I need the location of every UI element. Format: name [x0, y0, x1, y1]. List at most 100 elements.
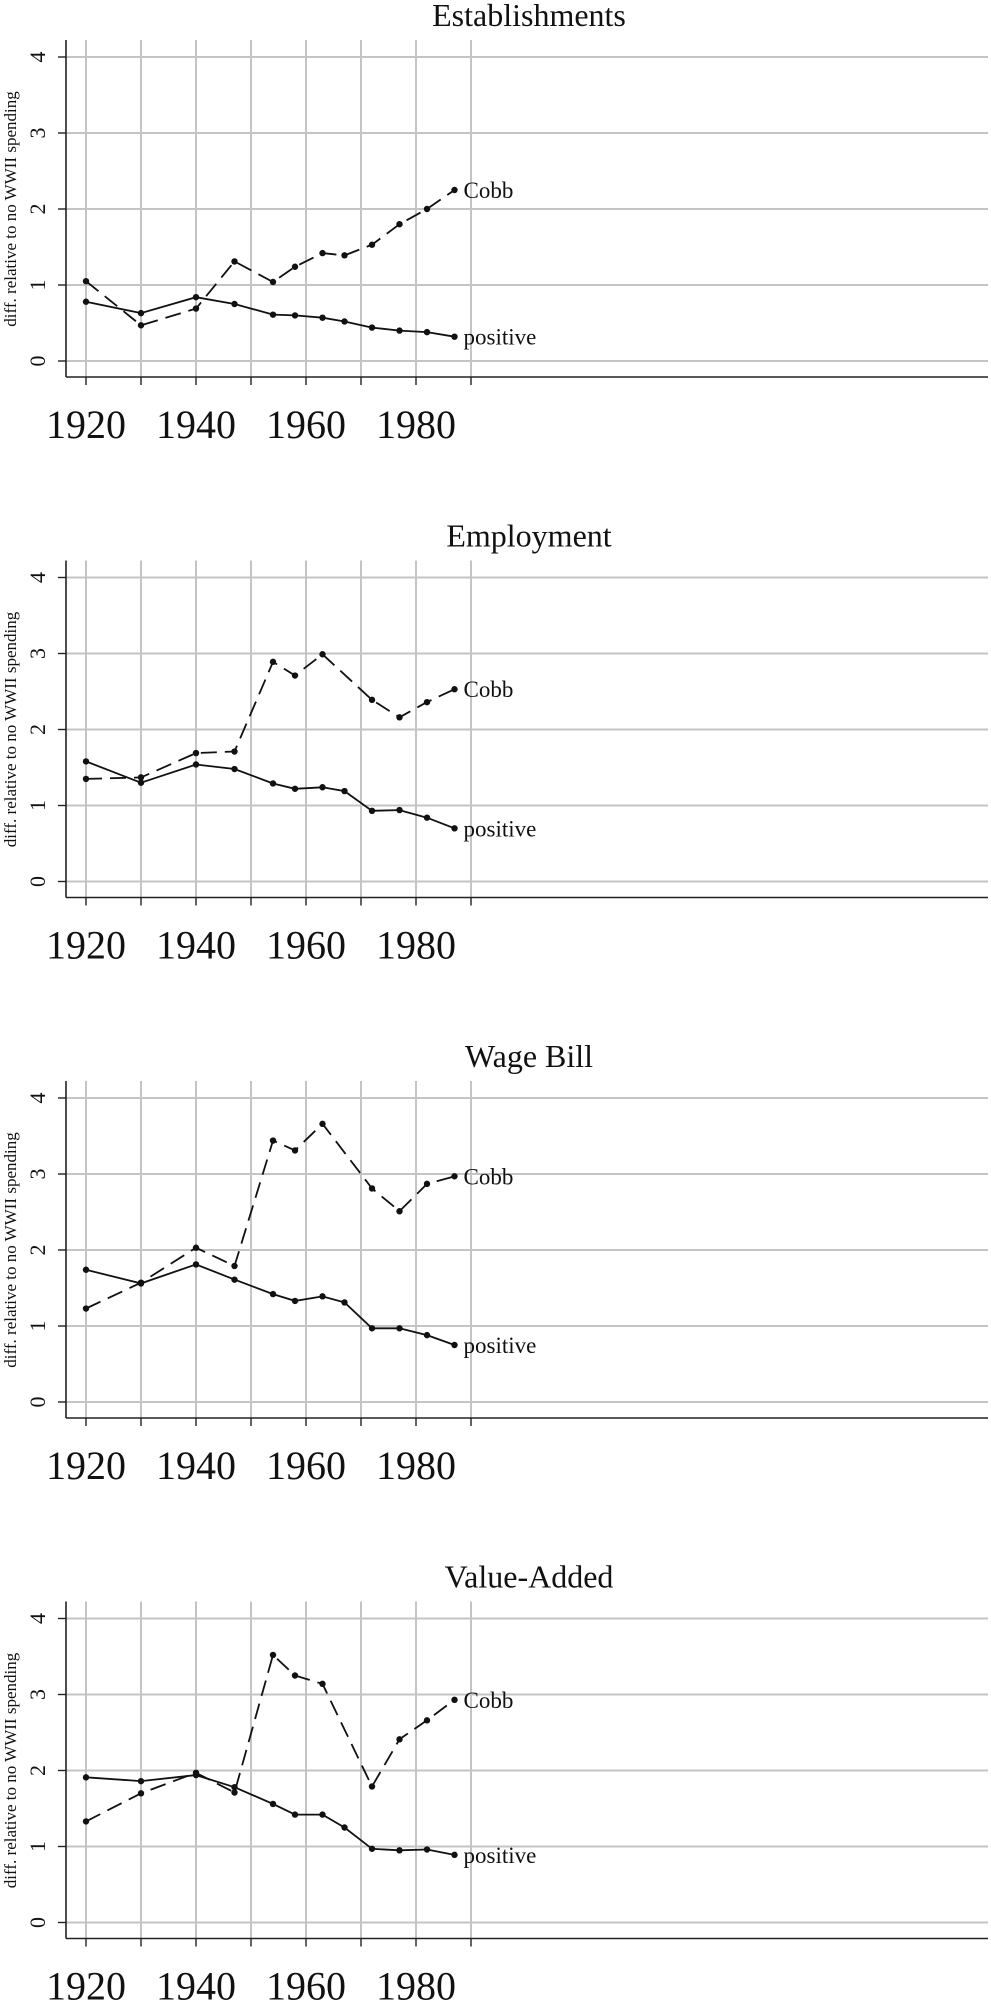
data-point-cobb: [368, 1783, 376, 1790]
data-point-positive: [319, 314, 326, 321]
series-label-cobb: Cobb: [464, 178, 514, 203]
data-point-cobb: [451, 1173, 458, 1180]
y-tick-label: 0: [25, 876, 50, 887]
y-axis-title: diff. relative to no WWII spending: [1, 1132, 20, 1368]
data-point-positive: [451, 1851, 458, 1859]
y-tick-label: 2: [25, 204, 50, 215]
chart-panel-2: Wage Bill 0 1 2 3 4 1920 1940 1960 1980 diff. rela…: [1, 1038, 988, 1488]
data-point-positive: [341, 1824, 348, 1831]
y-tick-label: 3: [25, 1689, 50, 1700]
series-label-cobb: Cobb: [464, 1164, 514, 1189]
chart-panel-1: Employment 0 1 2 3 4 1920 1940 1960 1980 diff. rel…: [1, 518, 988, 968]
series-line-positive: [85, 1263, 455, 1346]
series-line-positive: [85, 296, 455, 338]
data-point-positive: [451, 1341, 458, 1349]
x-tick-label: 1920: [46, 402, 126, 447]
data-point-cobb: [291, 263, 299, 270]
data-point-positive: [396, 1325, 403, 1332]
x-tick-label: 1940: [156, 402, 236, 447]
data-point-cobb: [269, 1651, 277, 1659]
data-point-positive: [137, 309, 145, 317]
data-point-positive: [451, 825, 458, 832]
chart-title: Wage Bill: [465, 1038, 593, 1074]
y-tick-label: 3: [25, 1169, 50, 1180]
data-point-positive: [368, 1845, 376, 1852]
chart-title: Employment: [446, 518, 611, 554]
y-tick-label: 3: [25, 648, 50, 659]
data-point-cobb: [291, 672, 299, 679]
data-point-cobb: [423, 698, 431, 706]
data-point-positive: [231, 1784, 238, 1791]
data-point-cobb: [231, 1262, 238, 1270]
chart-panel-3: Value-Added 0 1 2 3 4 1920 1940 1960 1980 diff. re…: [1, 1559, 988, 2004]
x-tick-label: 1960: [266, 402, 346, 447]
data-point-cobb: [269, 658, 277, 666]
data-point-positive: [396, 806, 403, 814]
y-axis-title: diff. relative to no WWII spending: [1, 91, 20, 327]
series-line-positive: [85, 760, 455, 830]
data-point-positive: [269, 1800, 277, 1808]
series-line-positive: [85, 1774, 455, 1856]
y-tick-label: 2: [25, 1765, 50, 1776]
y-tick-label: 4: [25, 1613, 50, 1624]
data-point-positive: [231, 1276, 238, 1283]
data-point-positive: [137, 779, 145, 786]
data-point-positive: [82, 758, 90, 765]
data-point-positive: [319, 1811, 326, 1818]
data-point-positive: [291, 312, 299, 319]
data-point-cobb: [82, 1305, 90, 1312]
data-point-cobb: [231, 258, 238, 265]
data-point-positive: [396, 327, 403, 334]
x-tick-label: 1940: [156, 1964, 236, 2004]
x-tick-label: 1920: [46, 923, 126, 968]
data-point-cobb: [341, 252, 348, 259]
data-point-positive: [231, 765, 238, 773]
x-tick-label: 1980: [376, 1964, 456, 2004]
y-tick-label: 4: [25, 572, 50, 583]
series-line-cobb: [85, 189, 456, 327]
data-point-cobb: [192, 305, 200, 312]
y-axis-title: diff. relative to no WWII spending: [1, 611, 20, 847]
x-tick-label: 1920: [46, 1964, 126, 2004]
data-point-positive: [82, 1266, 90, 1273]
y-tick-label: 1: [25, 1321, 50, 1332]
data-point-cobb: [319, 1680, 326, 1688]
series-label-positive: positive: [464, 816, 537, 841]
y-tick-label: 2: [25, 724, 50, 735]
y-tick-label: 3: [25, 128, 50, 139]
data-point-cobb: [368, 696, 376, 704]
data-point-positive: [137, 1777, 145, 1785]
data-point-positive: [319, 784, 326, 791]
data-point-positive: [368, 1325, 376, 1332]
data-point-positive: [368, 324, 376, 331]
data-point-cobb: [291, 1672, 299, 1679]
y-tick-label: 4: [25, 1093, 50, 1104]
series-label-cobb: Cobb: [464, 1688, 514, 1713]
data-point-cobb: [137, 1790, 145, 1797]
data-point-cobb: [451, 686, 458, 693]
data-point-positive: [82, 1774, 90, 1781]
x-tick-label: 1940: [156, 923, 236, 968]
data-point-positive: [137, 1280, 145, 1287]
data-point-positive: [396, 1847, 403, 1854]
data-point-positive: [82, 298, 90, 305]
y-tick-label: 1: [25, 1841, 50, 1852]
data-point-positive: [291, 1811, 299, 1818]
data-point-cobb: [192, 749, 200, 757]
data-point-cobb: [368, 241, 376, 248]
data-point-positive: [269, 780, 277, 787]
series-label-cobb: Cobb: [464, 677, 514, 702]
data-point-positive: [341, 318, 348, 325]
data-point-cobb: [423, 205, 431, 213]
data-point-positive: [269, 1290, 277, 1298]
data-point-cobb: [396, 1208, 403, 1215]
data-point-cobb: [319, 651, 326, 658]
data-point-cobb: [82, 278, 90, 285]
data-point-cobb: [137, 322, 145, 329]
x-tick-label: 1980: [376, 402, 456, 447]
x-tick-label: 1920: [46, 1443, 126, 1488]
data-point-cobb: [82, 1818, 90, 1825]
y-tick-label: 0: [25, 1397, 50, 1408]
y-tick-label: 0: [25, 1917, 50, 1928]
data-point-positive: [423, 1846, 431, 1853]
